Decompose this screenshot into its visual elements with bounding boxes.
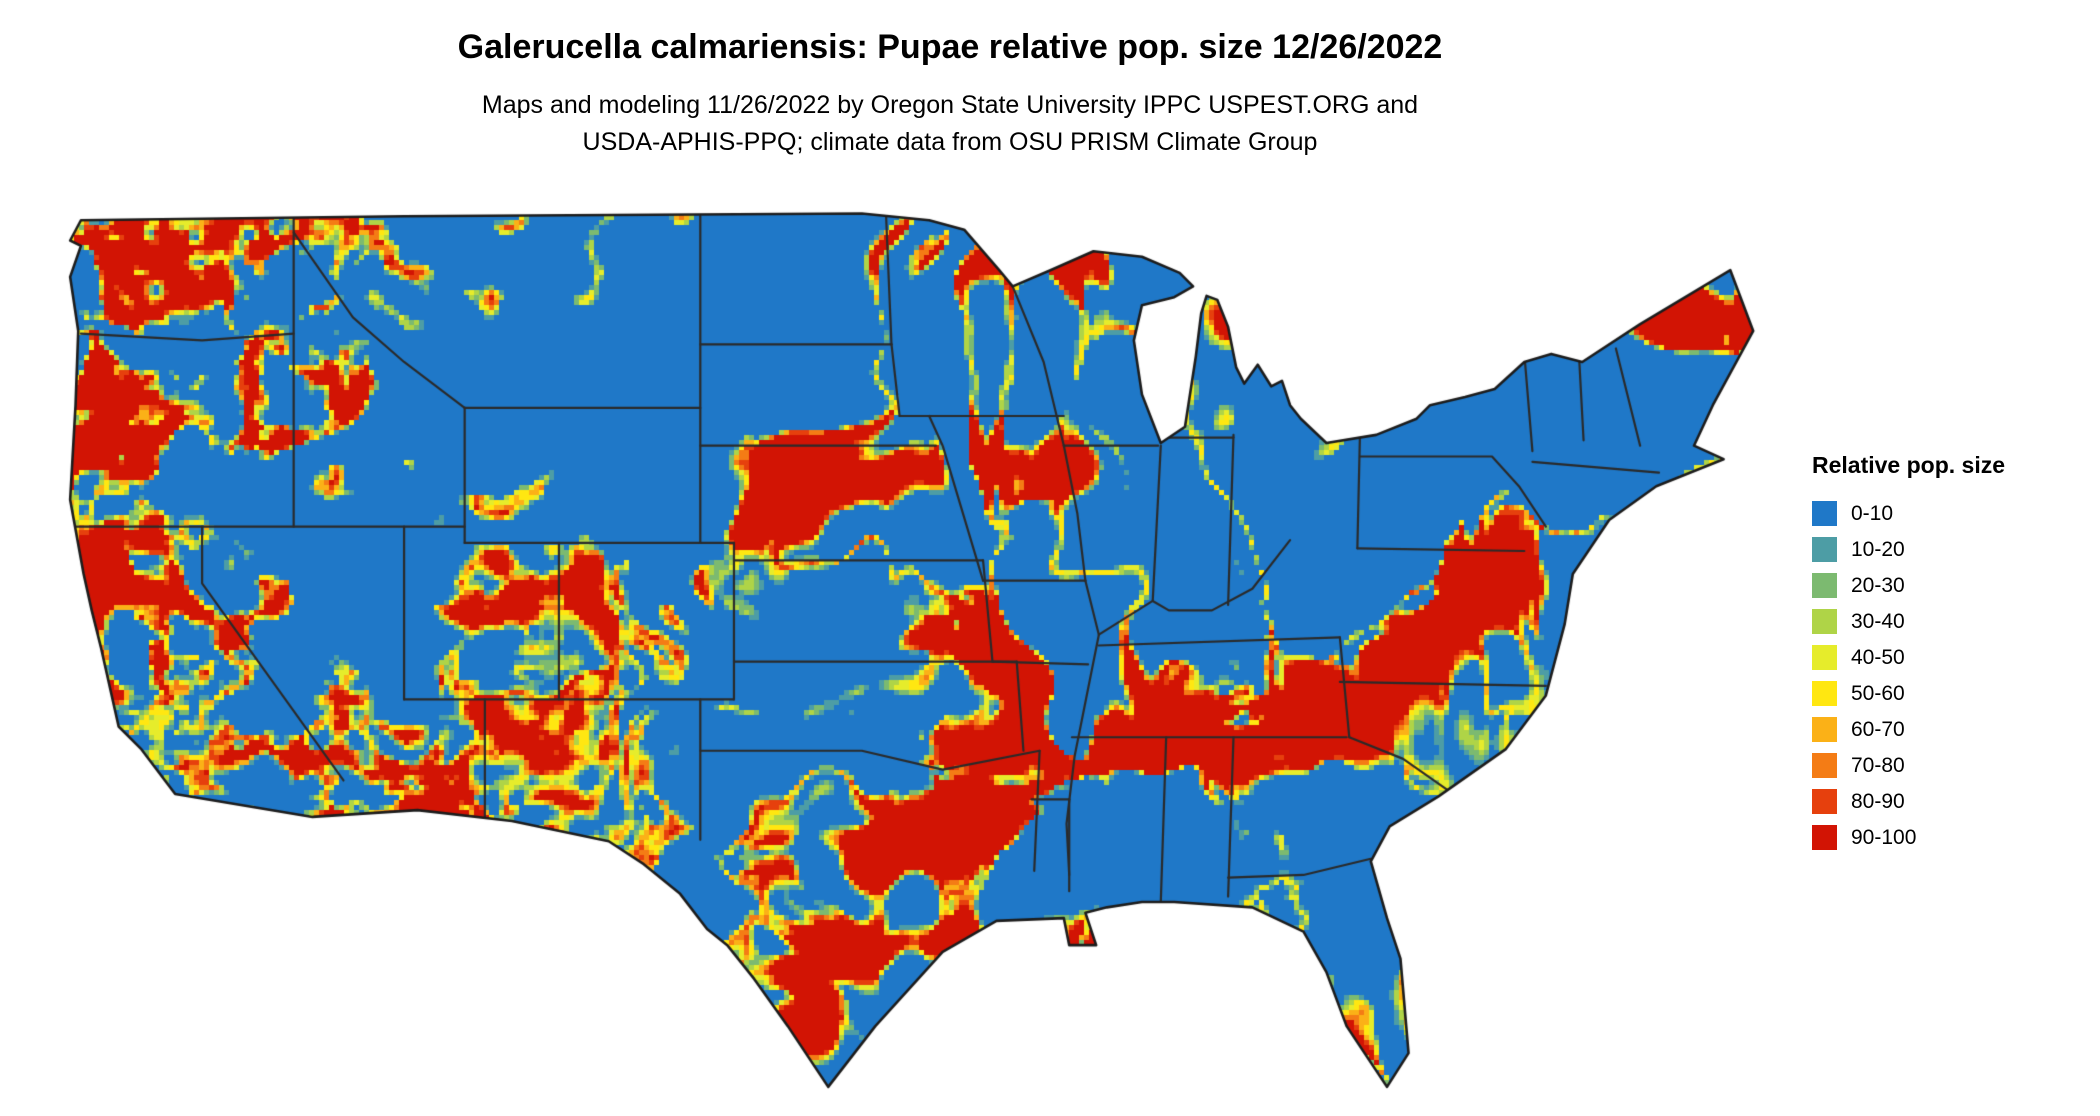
legend-swatch xyxy=(1812,824,1837,850)
legend-item: 80-90 xyxy=(1812,783,2005,819)
legend-item: 50-60 xyxy=(1812,675,2005,711)
legend-item: 10-20 xyxy=(1812,531,2005,567)
legend-swatch xyxy=(1812,680,1837,706)
legend-item-label: 50-60 xyxy=(1851,681,1905,705)
legend-item: 90-100 xyxy=(1812,819,2005,855)
map-subtitle-line2: USDA-APHIS-PPQ; climate data from OSU PR… xyxy=(582,128,1318,156)
legend-item: 60-70 xyxy=(1812,711,2005,747)
legend-swatch xyxy=(1812,752,1837,778)
legend-item: 30-40 xyxy=(1812,603,2005,639)
legend-swatch xyxy=(1812,572,1837,598)
legend-item: 70-80 xyxy=(1812,747,2005,783)
legend-title: Relative pop. size xyxy=(1812,452,2006,478)
us-relative-population-map xyxy=(54,200,1764,1095)
legend-item-label: 60-70 xyxy=(1851,717,1905,741)
legend-items: 0-10 10-20 20-30 30-40 40-50 50-60 60-70 70-80 8… xyxy=(1812,495,2005,855)
map-legend: Relative pop. size 0-10 10-20 20-30 30-40 40… xyxy=(1812,452,2005,855)
legend-item-label: 80-90 xyxy=(1851,789,1905,813)
legend-swatch xyxy=(1812,608,1837,634)
legend-item-label: 20-30 xyxy=(1851,573,1905,597)
legend-swatch xyxy=(1812,536,1837,562)
legend-item-label: 0-10 xyxy=(1851,501,1894,525)
legend-item: 0-10 xyxy=(1812,495,2005,531)
map-title: Galerucella calmariensis: Pupae relative… xyxy=(457,28,1443,66)
legend-item: 40-50 xyxy=(1812,639,2005,675)
legend-item-label: 90-100 xyxy=(1851,825,1917,849)
map-header: Galerucella calmariensis: Pupae relative… xyxy=(0,28,1900,161)
legend-swatch xyxy=(1812,788,1837,814)
legend-swatch xyxy=(1812,644,1837,670)
legend-item-label: 40-50 xyxy=(1851,645,1905,669)
legend-swatch xyxy=(1812,500,1837,526)
legend-swatch xyxy=(1812,716,1837,742)
legend-item: 20-30 xyxy=(1812,567,2005,603)
legend-item-label: 30-40 xyxy=(1851,609,1905,633)
legend-item-label: 70-80 xyxy=(1851,753,1905,777)
legend-item-label: 10-20 xyxy=(1851,537,1905,561)
map-subtitle-line1: Maps and modeling 11/26/2022 by Oregon S… xyxy=(481,91,1419,119)
